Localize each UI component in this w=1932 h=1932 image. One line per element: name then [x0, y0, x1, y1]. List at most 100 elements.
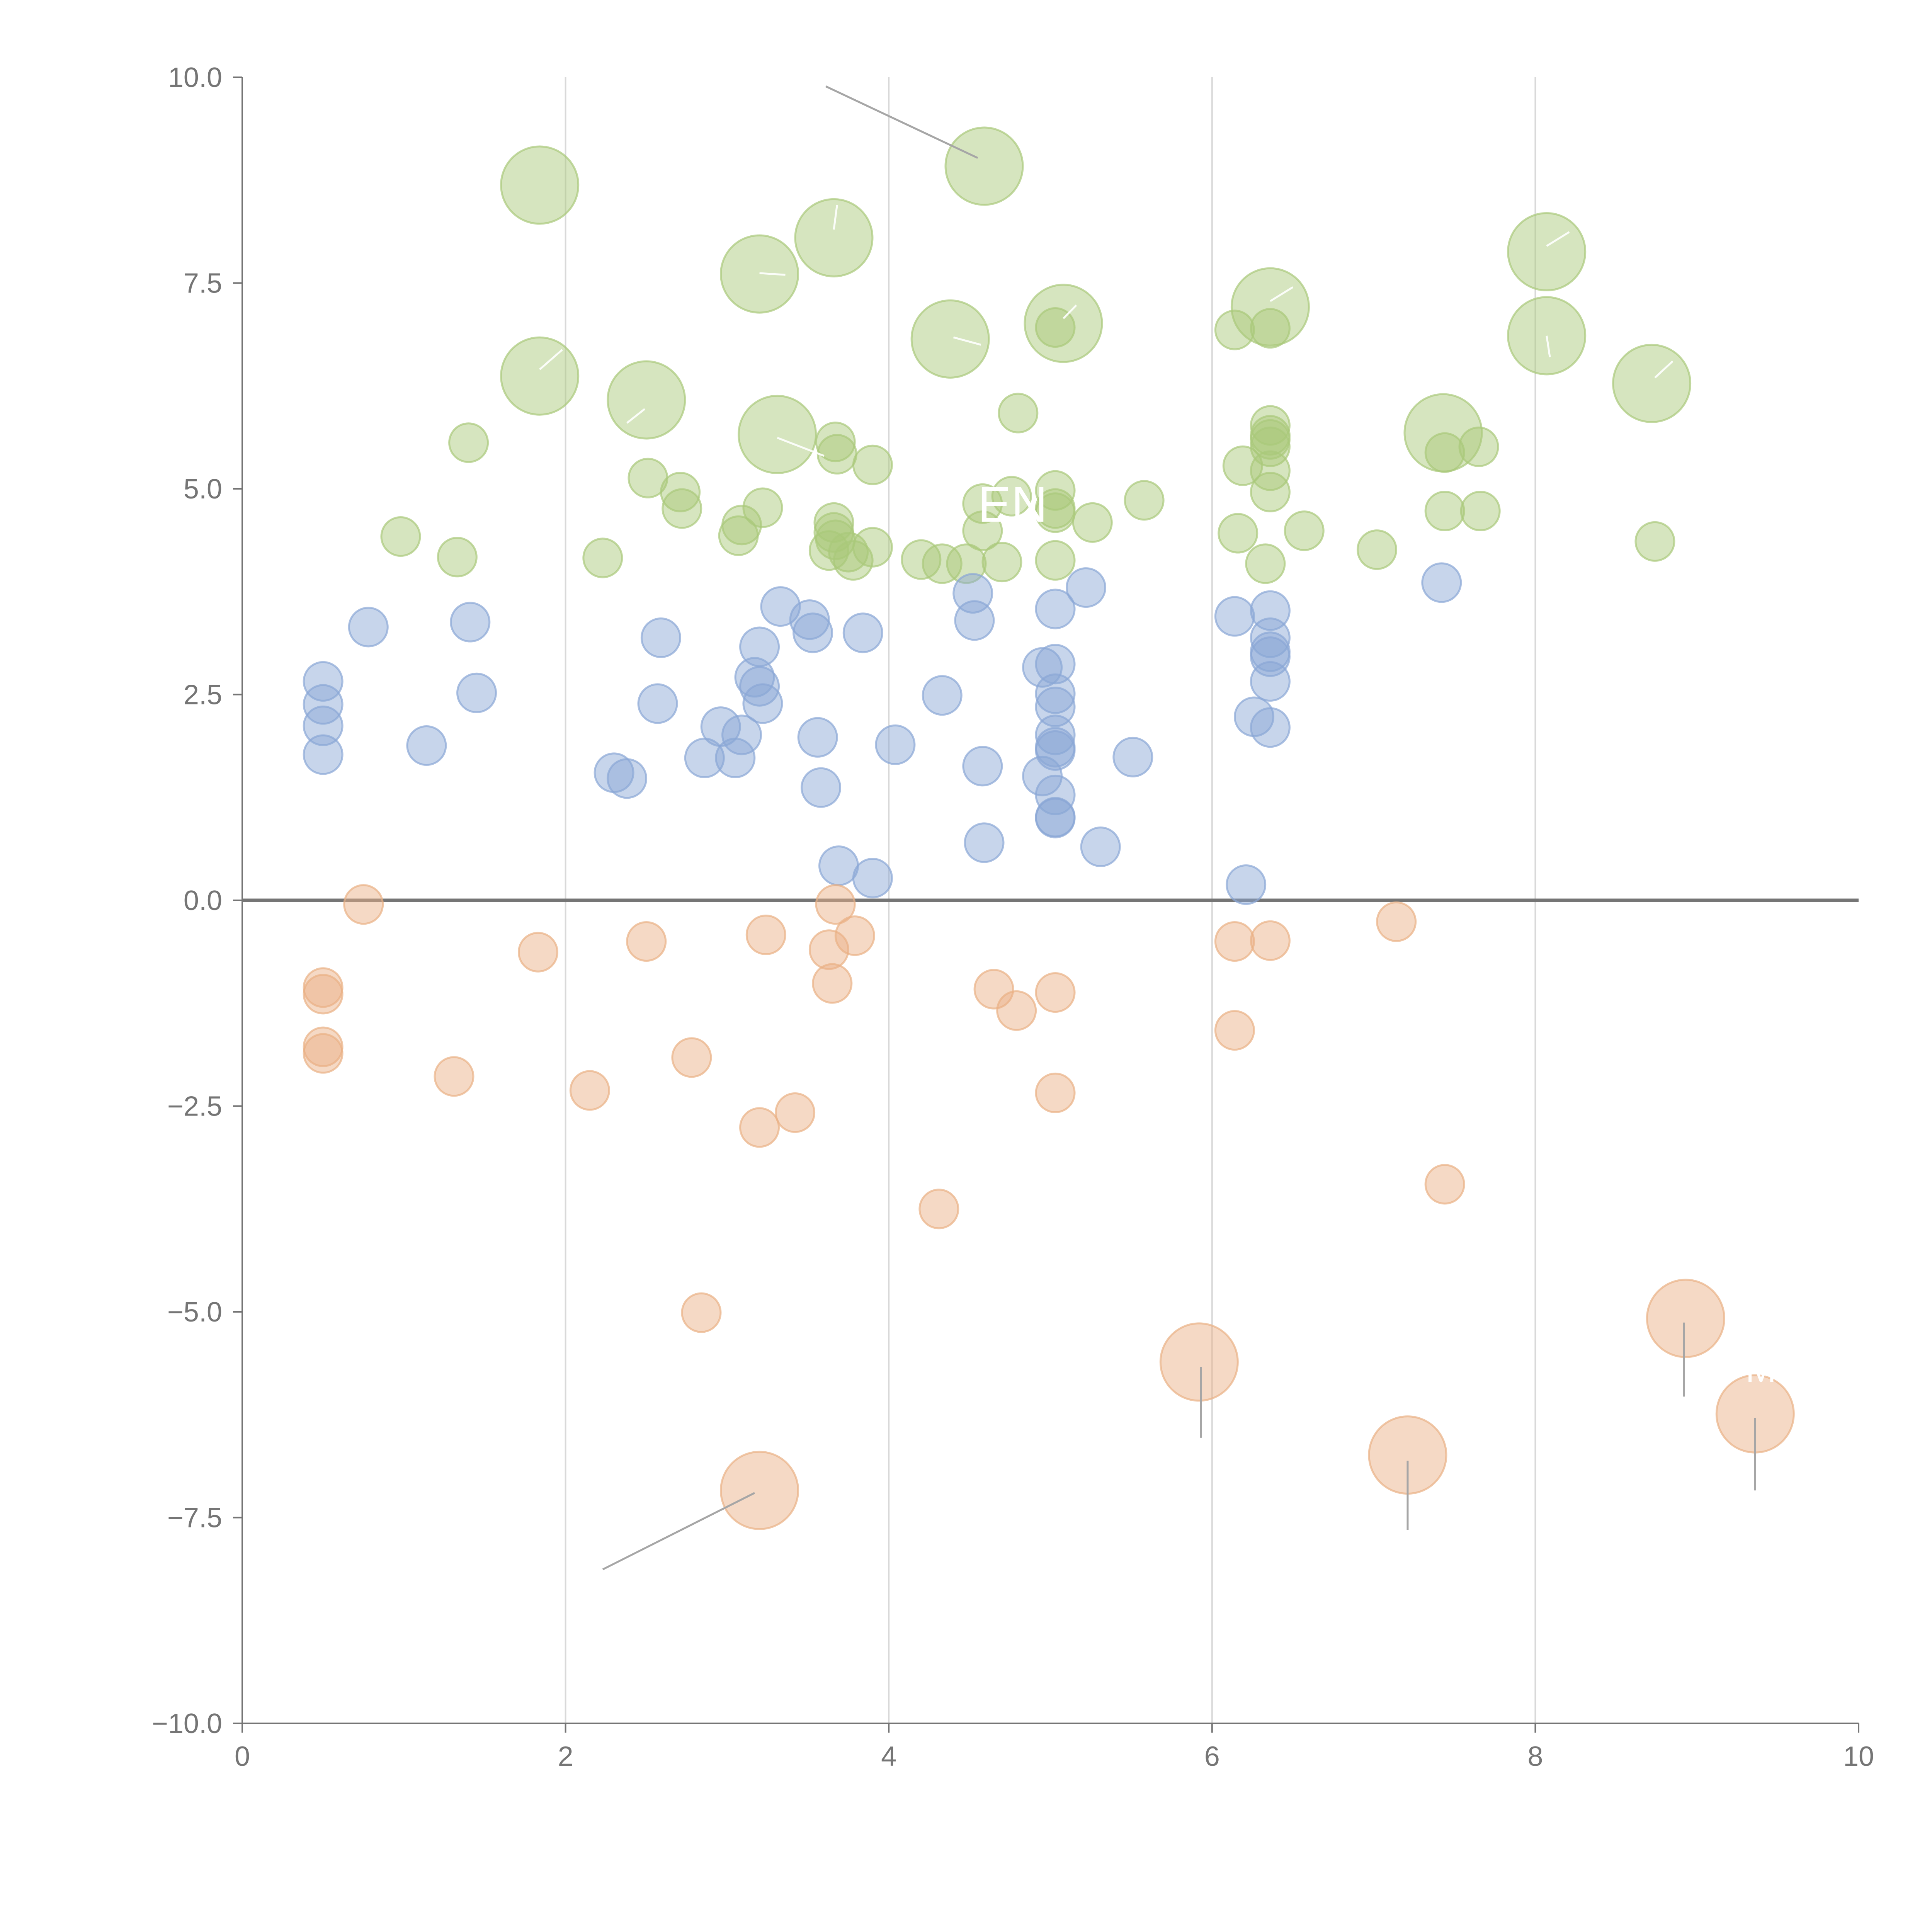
positive-high-point: [380, 516, 421, 557]
positive-high-large-point: [500, 336, 580, 416]
positive-mid-point: [1035, 673, 1076, 714]
positive-mid-point: [818, 845, 859, 886]
positive-high-point: [437, 537, 478, 578]
inner-leader-line: [953, 336, 981, 346]
x-tick-label: 6: [1204, 1741, 1220, 1772]
positive-high-large-point: [1612, 344, 1692, 423]
negative-large-point: [720, 1451, 799, 1530]
positive-high-point: [721, 505, 762, 546]
positive-mid-point: [1080, 827, 1121, 867]
x-tick-label: 10: [1843, 1741, 1874, 1772]
positive-mid-point: [739, 626, 780, 667]
y-tick-label: 2.5: [184, 680, 222, 711]
positive-mid-point: [1035, 714, 1076, 755]
negative-point: [681, 1292, 722, 1333]
negative-point: [1424, 1164, 1465, 1205]
inner-leader-line: [833, 204, 838, 230]
positive-mid-point: [1022, 647, 1063, 688]
positive-mid-point: [406, 725, 447, 766]
data-points: [303, 126, 1795, 1530]
positive-high-large-point: [1230, 267, 1310, 347]
negative-point: [303, 1033, 344, 1074]
positive-high-point: [1250, 472, 1291, 513]
positive-mid-point: [450, 602, 491, 643]
annotations: EN MI: [978, 476, 1787, 1390]
positive-high-point: [998, 393, 1039, 434]
negative-point: [918, 1189, 959, 1230]
positive-mid-point: [962, 746, 1003, 787]
negative-point: [343, 884, 384, 925]
positive-mid-point: [742, 683, 783, 724]
positive-mid-point: [1214, 596, 1255, 637]
positive-high-large-point: [1024, 284, 1103, 363]
negative-point: [626, 921, 667, 962]
y-tick-label: −2.5: [167, 1091, 222, 1122]
negative-point: [1376, 901, 1417, 942]
positive-high-point: [448, 422, 489, 463]
positive-high-point: [1072, 502, 1113, 543]
positive-mid-point: [875, 724, 916, 765]
positive-mid-point: [348, 607, 389, 648]
positive-mid-point: [1035, 730, 1076, 771]
positive-mid-point: [739, 666, 780, 707]
negative-point: [745, 914, 786, 955]
positive-mid-point: [1035, 588, 1076, 629]
positive-mid-point: [801, 767, 842, 808]
positive-high-point: [1218, 513, 1259, 554]
positive-high-point: [1250, 426, 1291, 467]
positive-high-large-point: [738, 395, 817, 474]
annotation-label: MI: [1745, 1349, 1787, 1390]
positive-high-point: [833, 540, 874, 581]
positive-high-point: [1460, 491, 1501, 532]
positive-high-point: [582, 537, 623, 578]
negative-large-point: [1159, 1322, 1239, 1402]
positive-mid-point: [607, 758, 648, 799]
positive-mid-point: [637, 683, 678, 724]
positive-high-large-point: [607, 360, 686, 440]
positive-mid-point: [1112, 736, 1153, 777]
positive-high-point: [660, 472, 701, 513]
inner-leader-line: [626, 408, 646, 424]
inner-leader-line: [539, 349, 563, 371]
leader-line: [602, 1492, 755, 1570]
positive-mid-point: [303, 734, 344, 775]
positive-high-point: [981, 542, 1022, 583]
positive-high-point: [1250, 308, 1291, 349]
positive-high-large-point: [944, 126, 1024, 206]
positive-high-point: [742, 487, 783, 528]
negative-point: [569, 1070, 610, 1111]
positive-high-point: [962, 510, 1003, 551]
positive-high-point: [1245, 543, 1286, 584]
positive-mid-point: [842, 612, 883, 653]
y-tick-label: −5.0: [167, 1297, 222, 1328]
negative-point: [1035, 1072, 1076, 1113]
positive-mid-point: [922, 675, 963, 716]
positive-high-point: [1035, 540, 1076, 581]
positive-mid-point: [1250, 661, 1291, 702]
leader-line: [825, 85, 978, 159]
y-tick-label: 7.5: [184, 268, 222, 299]
annotation-label: EN: [978, 476, 1048, 532]
inner-leader-line: [1063, 304, 1077, 319]
negative-point: [517, 932, 558, 973]
negative-point: [996, 990, 1037, 1031]
positive-mid-point: [964, 822, 1005, 863]
negative-point: [812, 963, 853, 1004]
positive-mid-point: [1250, 636, 1291, 677]
positive-mid-point: [1421, 562, 1462, 603]
y-tick-label: 10.0: [168, 62, 222, 93]
positive-mid-point: [954, 600, 995, 641]
positive-high-point: [816, 434, 857, 475]
positive-mid-point: [1035, 644, 1076, 685]
positive-high-point: [1035, 470, 1076, 511]
positive-high-point: [1284, 510, 1325, 551]
positive-high-point: [1035, 492, 1076, 533]
axes: 10.0 7.5 5.0 2.5 0.0 −2.5 −5.0 −7.5 −10.0 0 2 4 6 8 10: [152, 62, 1874, 1772]
x-tick-label: 8: [1527, 1741, 1543, 1772]
positive-high-point: [852, 444, 893, 485]
positive-mid-point: [303, 684, 344, 725]
positive-mid-point: [1035, 686, 1076, 727]
positive-mid-point: [1250, 707, 1291, 748]
positive-mid-point: [715, 738, 756, 779]
